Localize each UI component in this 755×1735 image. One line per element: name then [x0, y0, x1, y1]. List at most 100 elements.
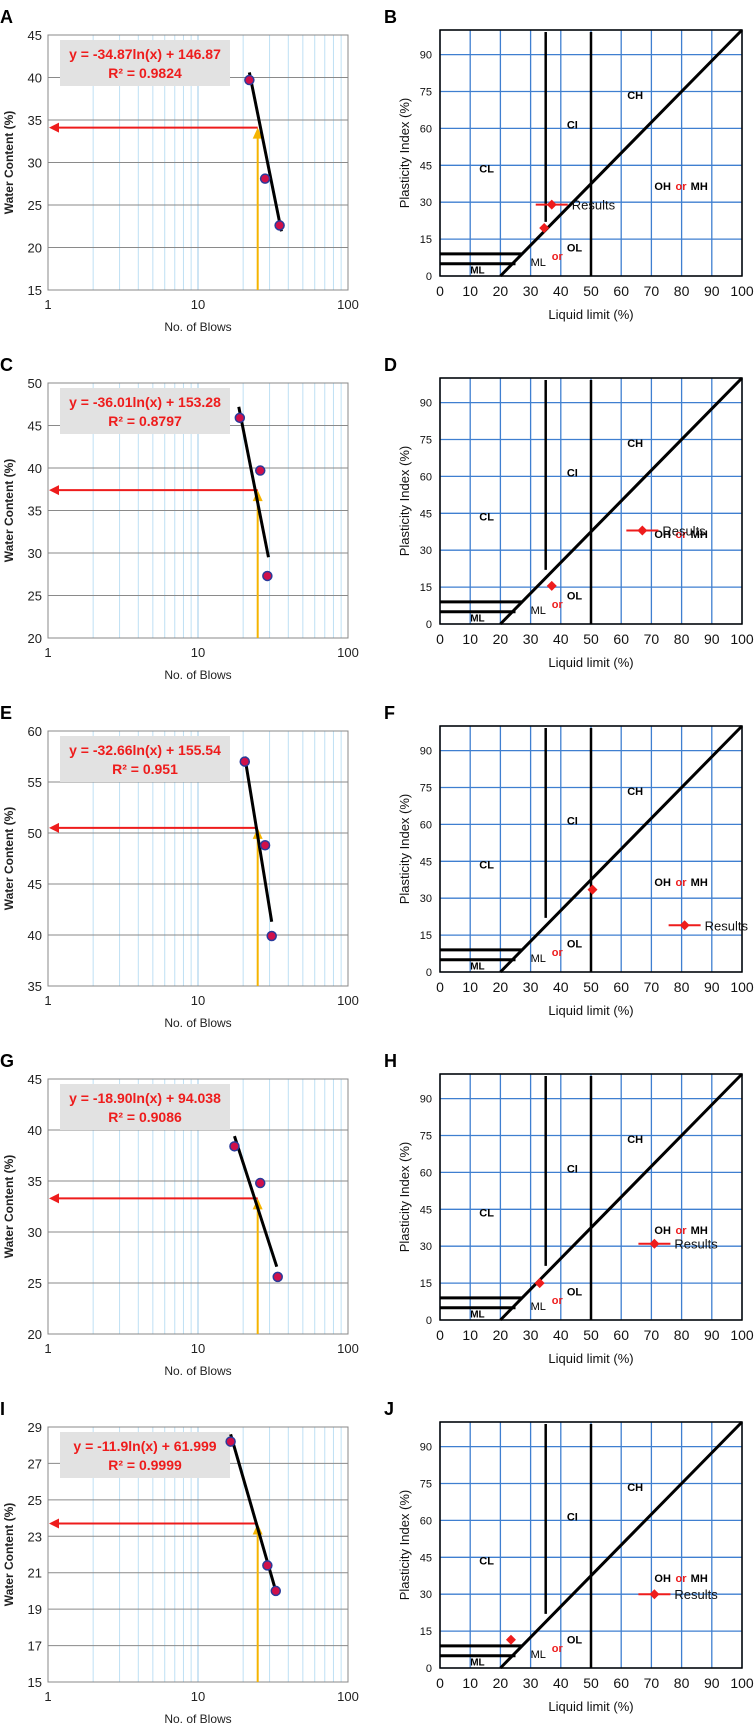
zone-oh: OH: [654, 877, 671, 889]
x-tick-label: 90: [704, 283, 720, 299]
zone-ml: ML: [531, 605, 546, 617]
y-tick-label: 35: [28, 113, 42, 128]
x-tick-label: 70: [644, 979, 660, 995]
x-tick-label: 1: [44, 1341, 51, 1356]
y-tick-label: 50: [28, 826, 42, 841]
zone-ch: CH: [627, 90, 643, 102]
result-marker: [534, 1278, 545, 1289]
y-tick-label: 90: [420, 746, 432, 758]
x-axis-label: No. of Blows: [164, 1364, 231, 1378]
y-tick-label: 40: [28, 461, 42, 476]
y-tick-label: 45: [420, 508, 432, 520]
zone-ol: OL: [567, 938, 583, 950]
y-axis-label: Plasticity Index (%): [397, 1490, 412, 1601]
x-tick-label: 60: [613, 979, 629, 995]
y-tick-label: 0: [426, 1663, 432, 1675]
x-axis-label: Liquid limit (%): [548, 1699, 633, 1714]
zone-or: or: [676, 1225, 688, 1237]
plasticity-panel-j: J 0 10 20 30 40 50 60 70 80 90 100 0 15 30 45 60 75 90 Liqu…: [384, 1399, 754, 1714]
zone-ch: CH: [627, 786, 643, 798]
y-axis-label: Water Content (%): [2, 1155, 16, 1259]
x-tick-label: 70: [644, 1327, 660, 1343]
y-tick-label: 30: [420, 545, 432, 557]
zone-mh: MH: [691, 181, 708, 193]
trend-line: [237, 406, 270, 558]
y-tick-label: 25: [28, 1276, 42, 1291]
equation-box: [60, 736, 230, 782]
x-tick-label: 10: [462, 283, 478, 299]
x-tick-label: 30: [523, 1327, 539, 1343]
y-tick-label: 40: [28, 928, 42, 943]
x-tick-label: 30: [523, 1675, 539, 1691]
plasticity-panel-b: B 0 10 20 30 40 50 60 70 80 90 100 0 15 30 45 60 75 90 Liqu…: [384, 7, 754, 322]
x-tick-label: 100: [730, 283, 754, 299]
x-tick-label: 50: [583, 631, 599, 647]
zone-ml-lower: ML: [470, 614, 484, 625]
plasticity-panel-h: H 0 10 20 30 40 50 60 70 80 90 100 0 15 30 45 60 75 90 Liqu…: [384, 1051, 754, 1366]
y-tick-label: 29: [28, 1420, 42, 1435]
zone-ci: CI: [567, 1511, 578, 1523]
x-tick-label: 70: [644, 1675, 660, 1691]
y-tick-label: 60: [420, 819, 432, 831]
y-tick-label: 30: [28, 156, 42, 171]
zone-cl: CL: [479, 1556, 494, 1568]
panel-letter-g: G: [0, 1051, 14, 1071]
y-tick-label: 35: [28, 1174, 42, 1189]
x-tick-label: 100: [730, 979, 754, 995]
x-tick-label: 60: [613, 283, 629, 299]
x-tick-label: 90: [704, 1327, 720, 1343]
y-tick-label: 20: [28, 1327, 42, 1342]
x-tick-label: 10: [191, 993, 205, 1008]
y-tick-label: 60: [420, 1167, 432, 1179]
trend-equation: y = -32.66ln(x) + 155.54: [69, 742, 221, 758]
zone-mh: MH: [691, 1573, 708, 1585]
trend-equation: y = -11.9ln(x) + 61.999: [73, 1438, 216, 1454]
y-tick-label: 30: [420, 893, 432, 905]
data-point: [254, 1177, 266, 1189]
panel-letter-i: I: [0, 1399, 5, 1419]
trend-equation: y = -34.87ln(x) + 146.87: [69, 46, 221, 62]
x-tick-label: 90: [704, 979, 720, 995]
x-axis-label: No. of Blows: [164, 1016, 231, 1030]
x-tick-label: 0: [436, 631, 444, 647]
legend-label: Results: [572, 198, 616, 213]
y-tick-label: 50: [28, 376, 42, 391]
data-point: [259, 839, 271, 851]
y-tick-label: 60: [420, 123, 432, 135]
y-tick-label: 75: [420, 1479, 432, 1491]
panel-letter-d: D: [384, 355, 397, 375]
x-axis-label: No. of Blows: [164, 668, 231, 682]
liquid-limit-panel-c: C 20 25 30 35 40 45 50 1 10 100 No. of Blows Water C…: [0, 355, 359, 682]
zone-ci: CI: [567, 119, 578, 131]
equation-box: [60, 1432, 230, 1478]
legend-label: Results: [662, 524, 706, 539]
panel-letter-b: B: [384, 7, 397, 27]
y-tick-label: 40: [28, 71, 42, 86]
zone-or: or: [676, 1573, 688, 1585]
y-axis-label: Water Content (%): [2, 807, 16, 911]
x-tick-label: 20: [493, 283, 509, 299]
zone-ci: CI: [567, 467, 578, 479]
y-tick-label: 90: [420, 1442, 432, 1454]
zone-cl: CL: [479, 512, 494, 524]
liquid-limit-panel-e: E 35 40 45 50 55 60 1 10 100 No. of Blows Water Con…: [0, 703, 359, 1030]
blows-25-arrowhead: [252, 127, 263, 139]
y-axis-label: Water Content (%): [2, 1503, 16, 1607]
y-tick-label: 30: [28, 546, 42, 561]
plasticity-panel-f: F 0 10 20 30 40 50 60 70 80 90 100 0 15 30 45 60 75 90 Liqu…: [384, 703, 754, 1018]
x-tick-label: 50: [583, 283, 599, 299]
y-tick-label: 19: [28, 1602, 42, 1617]
zone-ml-lower: ML: [470, 1310, 484, 1321]
liquid-limit-arrowhead: [49, 822, 59, 833]
y-tick-label: 15: [28, 283, 42, 298]
y-tick-label: 45: [28, 1072, 42, 1087]
trend-equation: y = -36.01ln(x) + 153.28: [69, 394, 221, 410]
result-marker: [539, 223, 550, 234]
legend-marker: [649, 1238, 660, 1249]
x-tick-label: 90: [704, 631, 720, 647]
y-tick-label: 27: [28, 1456, 42, 1471]
a-line: [499, 376, 744, 626]
data-point: [262, 570, 273, 582]
plasticity-panel-d: D 0 10 20 30 40 50 60 70 80 90 100 0 15 30 45 60 75 90 Liqu…: [384, 355, 754, 670]
y-tick-label: 40: [28, 1123, 42, 1138]
